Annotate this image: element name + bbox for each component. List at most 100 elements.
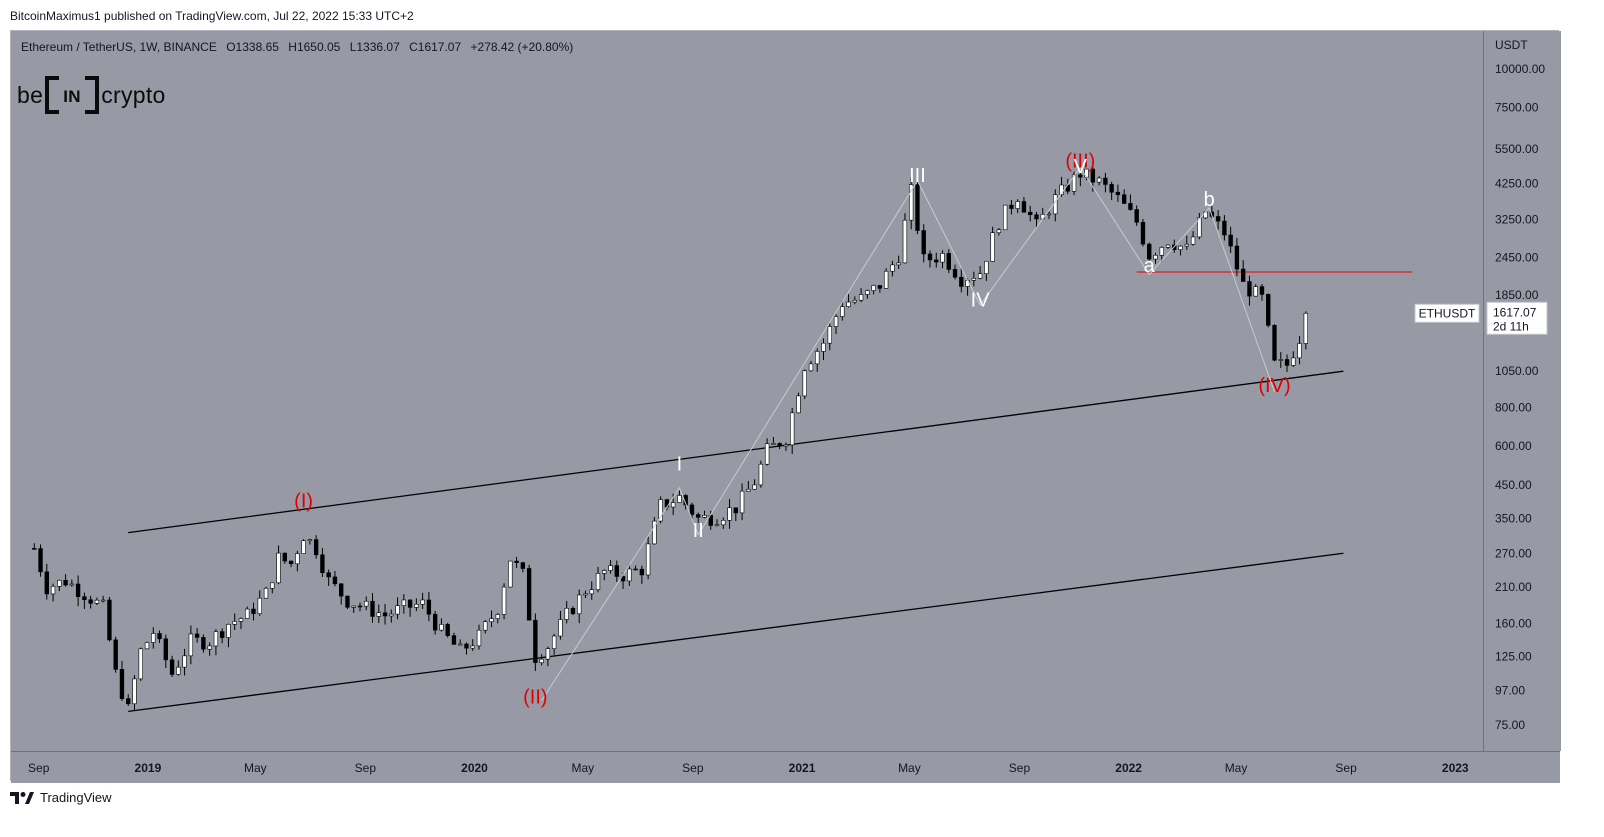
candle[interactable] — [614, 560, 619, 582]
candle[interactable] — [815, 348, 820, 372]
candle[interactable] — [746, 480, 751, 492]
candle[interactable] — [44, 563, 49, 600]
candle[interactable] — [790, 407, 795, 455]
candle[interactable] — [1034, 211, 1039, 228]
candle[interactable] — [833, 314, 839, 335]
candle[interactable] — [307, 538, 313, 545]
candle[interactable] — [758, 460, 764, 488]
candle[interactable] — [1291, 351, 1296, 367]
candle[interactable] — [689, 502, 695, 520]
candle[interactable] — [345, 595, 350, 610]
candle[interactable] — [420, 592, 425, 610]
candle[interactable] — [633, 565, 638, 571]
candle[interactable] — [395, 597, 400, 620]
candle[interactable] — [1159, 246, 1164, 262]
candle[interactable] — [940, 250, 945, 269]
candle[interactable] — [702, 510, 707, 519]
candle[interactable] — [721, 517, 726, 529]
candle[interactable] — [501, 583, 507, 620]
candle[interactable] — [426, 591, 432, 622]
candle[interactable] — [971, 271, 977, 287]
candle[interactable] — [432, 610, 438, 635]
candle[interactable] — [194, 628, 200, 643]
wave-label[interactable]: II — [693, 520, 704, 542]
candle[interactable] — [1241, 260, 1246, 282]
candle[interactable] — [1197, 212, 1202, 240]
candle[interactable] — [990, 226, 995, 262]
candle[interactable] — [1259, 284, 1265, 301]
wave-label[interactable]: III — [909, 165, 926, 187]
candle[interactable] — [696, 512, 701, 523]
candle[interactable] — [220, 628, 225, 644]
candle[interactable] — [896, 255, 901, 269]
candle[interactable] — [902, 213, 908, 264]
candle[interactable] — [82, 592, 87, 610]
candle[interactable] — [589, 581, 594, 600]
candle[interactable] — [1297, 336, 1302, 365]
candle[interactable] — [313, 535, 319, 559]
candle[interactable] — [858, 288, 864, 303]
candle[interactable] — [1272, 324, 1277, 362]
candle[interactable] — [1028, 205, 1033, 222]
candle[interactable] — [1096, 176, 1102, 186]
channel-lower-line[interactable] — [128, 552, 1344, 713]
candle[interactable] — [934, 252, 939, 268]
candle[interactable] — [909, 177, 914, 230]
candle[interactable] — [301, 539, 306, 554]
candle[interactable] — [508, 560, 513, 588]
price-axis[interactable]: 10000.00 7500.00 5500.00 4250.00 3250.00 2450… — [1483, 31, 1561, 751]
candle[interactable] — [570, 606, 576, 616]
candle[interactable] — [1140, 218, 1146, 247]
candle[interactable] — [564, 600, 569, 624]
candle[interactable] — [163, 634, 168, 668]
candle[interactable] — [1128, 194, 1133, 211]
candle[interactable] — [639, 565, 645, 584]
candle[interactable] — [677, 490, 682, 504]
candle[interactable] — [464, 642, 469, 655]
candle[interactable] — [476, 624, 482, 650]
candle[interactable] — [389, 609, 394, 623]
candle[interactable] — [382, 603, 388, 625]
candle[interactable] — [38, 544, 43, 577]
candle[interactable] — [69, 579, 75, 587]
candle[interactable] — [176, 660, 181, 676]
candle[interactable] — [100, 595, 106, 603]
wave-label[interactable]: b — [1204, 189, 1215, 211]
candle[interactable] — [1002, 204, 1008, 231]
candle[interactable] — [276, 545, 281, 585]
candle[interactable] — [865, 289, 870, 299]
candle[interactable] — [1153, 252, 1158, 264]
wave-label[interactable]: a — [1144, 255, 1156, 277]
candle[interactable] — [1053, 189, 1058, 222]
candle[interactable] — [602, 569, 607, 581]
time-axis[interactable]: Sep 2019 May Sep 2020 May Sep 2021 May Sep 2022 May… — [11, 751, 1560, 783]
candle[interactable] — [282, 552, 287, 564]
candle[interactable] — [107, 596, 112, 642]
candle[interactable] — [445, 622, 450, 638]
candle[interactable] — [714, 519, 720, 527]
candle[interactable] — [364, 596, 369, 611]
candle[interactable] — [113, 636, 118, 673]
candle[interactable] — [1147, 242, 1152, 261]
candle[interactable] — [871, 284, 876, 295]
candle[interactable] — [996, 228, 1002, 236]
candle[interactable] — [1009, 199, 1014, 215]
candle[interactable] — [495, 612, 500, 624]
candle[interactable] — [144, 641, 150, 650]
candle[interactable] — [169, 655, 175, 677]
candle[interactable] — [727, 499, 732, 529]
candle[interactable] — [1121, 189, 1127, 204]
candle[interactable] — [370, 593, 375, 623]
candle[interactable] — [545, 646, 551, 667]
candle[interactable] — [1253, 284, 1258, 297]
candle[interactable] — [1228, 226, 1233, 253]
candle[interactable] — [890, 260, 895, 277]
candle[interactable] — [489, 610, 494, 628]
candle[interactable] — [1015, 199, 1020, 214]
candle[interactable] — [226, 623, 231, 648]
candle[interactable] — [977, 266, 983, 280]
candle[interactable] — [927, 250, 933, 268]
